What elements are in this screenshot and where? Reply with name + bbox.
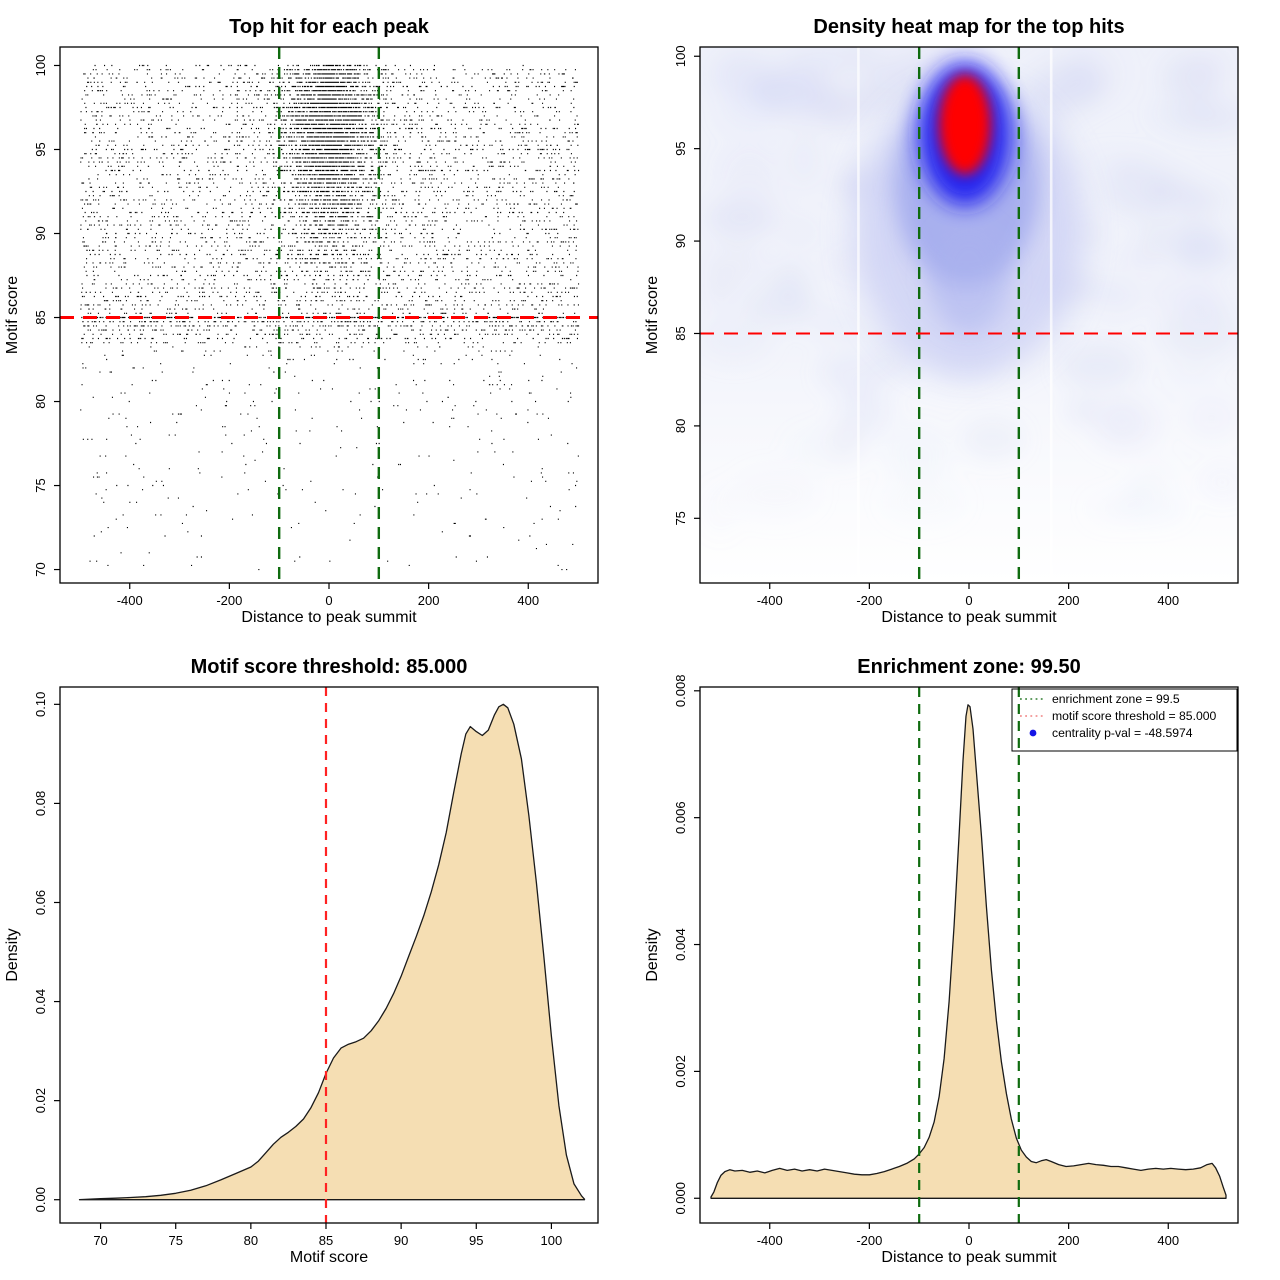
y-tick-label: 0.06 bbox=[33, 890, 48, 915]
y-tick-label: 100 bbox=[33, 55, 48, 77]
panel-title: Top hit for each peak bbox=[229, 16, 430, 38]
y-tick-label: 0.004 bbox=[673, 928, 688, 961]
x-tick-label: -200 bbox=[216, 593, 242, 608]
y-tick-label: 0.008 bbox=[673, 675, 688, 708]
x-tick-label: -200 bbox=[856, 593, 882, 608]
y-tick-label: 75 bbox=[673, 511, 688, 525]
x-tick-label: 75 bbox=[168, 1233, 182, 1248]
x-tick-label: -400 bbox=[757, 593, 783, 608]
x-tick-label: 200 bbox=[418, 593, 440, 608]
axes: -400 -200 0 200 400 75 80 85 90 95 100 bbox=[673, 45, 1239, 608]
y-tick-label: 0.002 bbox=[673, 1055, 688, 1088]
legend-box bbox=[1011, 688, 1238, 752]
legend-item-label: centrality p-val = -48.5974 bbox=[1052, 726, 1193, 740]
x-tick-label: -400 bbox=[757, 1233, 783, 1248]
y-axis-label: Motif score bbox=[644, 276, 661, 354]
x-axis-label: Distance to peak summit bbox=[241, 609, 417, 626]
legend-swatch-dot bbox=[1029, 729, 1037, 737]
panel-title: Enrichment zone: 99.50 bbox=[857, 656, 1080, 678]
plot-frame bbox=[59, 46, 599, 584]
density-curve bbox=[78, 703, 586, 1201]
scatter-points bbox=[80, 64, 580, 571]
axes: -400 -200 0 200 400 0.000 0.002 0.004 0.006 0.008 bbox=[673, 675, 1239, 1248]
x-axis-label: Distance to peak summit bbox=[881, 609, 1057, 626]
panel-title: Motif score threshold: 85.000 bbox=[191, 656, 468, 678]
y-tick-label: 70 bbox=[33, 562, 48, 576]
y-tick-label: 0.08 bbox=[33, 791, 48, 816]
x-tick-label: -400 bbox=[117, 593, 143, 608]
heatmap-image bbox=[700, 47, 1238, 583]
y-tick-label: 75 bbox=[33, 478, 48, 492]
x-tick-label: 85 bbox=[319, 1233, 333, 1248]
y-axis-label: Motif score bbox=[4, 276, 21, 354]
y-axis-label: Density bbox=[4, 928, 21, 981]
legend-item-label: enrichment zone = 99.5 bbox=[1052, 692, 1180, 706]
y-tick-label: 80 bbox=[33, 394, 48, 408]
axes: 70 75 80 85 90 95 100 0.00 0.02 0.04 0.06 0.08 0.10 bbox=[33, 686, 599, 1248]
x-tick-label: 100 bbox=[541, 1233, 563, 1248]
x-tick-label: 200 bbox=[1058, 1233, 1080, 1248]
heatmap-panel: -400 -200 0 200 400 75 80 85 90 95 100 Density heat… bbox=[644, 16, 1239, 626]
y-tick-label: 95 bbox=[673, 141, 688, 155]
x-tick-label: 0 bbox=[965, 593, 972, 608]
density-curve bbox=[710, 704, 1227, 1199]
y-axis-label: Density bbox=[644, 928, 661, 981]
y-tick-label: 0.02 bbox=[33, 1088, 48, 1113]
y-tick-label: 0.04 bbox=[33, 989, 48, 1014]
score-density-panel: 70 75 80 85 90 95 100 0.00 0.02 0.04 0.06 0.08 0.10 M… bbox=[4, 656, 599, 1266]
y-tick-label: 90 bbox=[33, 226, 48, 240]
x-tick-label: 90 bbox=[394, 1233, 408, 1248]
y-tick-label: 100 bbox=[673, 45, 688, 67]
x-tick-label: 95 bbox=[469, 1233, 483, 1248]
legend-item-label: motif score threshold = 85.000 bbox=[1052, 709, 1217, 723]
distance-density-panel: enrichment zone = 99.5 motif score thresh… bbox=[644, 656, 1239, 1266]
legend: enrichment zone = 99.5 motif score thresh… bbox=[1011, 688, 1238, 752]
plot-frame bbox=[699, 46, 1239, 584]
x-tick-label: 200 bbox=[1058, 593, 1080, 608]
x-tick-label: 0 bbox=[965, 1233, 972, 1248]
y-tick-label: 80 bbox=[673, 419, 688, 433]
x-tick-label: 80 bbox=[244, 1233, 258, 1248]
axes: -400 -200 0 200 400 70 75 80 85 90 95 100 bbox=[33, 46, 599, 608]
x-tick-label: 400 bbox=[517, 593, 539, 608]
x-tick-label: 0 bbox=[325, 593, 332, 608]
x-tick-label: 400 bbox=[1157, 1233, 1179, 1248]
x-tick-label: 400 bbox=[1157, 593, 1179, 608]
y-tick-label: 85 bbox=[673, 326, 688, 340]
x-axis-label: Distance to peak summit bbox=[881, 1249, 1057, 1266]
scatter-panel: -400 -200 0 200 400 70 75 80 85 90 95 100 Top hit fo… bbox=[4, 16, 599, 626]
x-axis-label: Motif score bbox=[290, 1249, 368, 1266]
y-tick-label: 0.00 bbox=[33, 1187, 48, 1212]
panel-title: Density heat map for the top hits bbox=[813, 16, 1124, 38]
y-tick-label: 90 bbox=[673, 234, 688, 248]
y-tick-label: 0.006 bbox=[673, 801, 688, 834]
y-tick-label: 0.10 bbox=[33, 692, 48, 717]
y-tick-label: 95 bbox=[33, 142, 48, 156]
plot-frame bbox=[699, 686, 1239, 1224]
y-tick-label: 0.000 bbox=[673, 1182, 688, 1215]
plot-frame bbox=[59, 686, 599, 1224]
x-tick-label: -200 bbox=[856, 1233, 882, 1248]
x-tick-label: 70 bbox=[93, 1233, 107, 1248]
y-tick-label: 85 bbox=[33, 310, 48, 324]
